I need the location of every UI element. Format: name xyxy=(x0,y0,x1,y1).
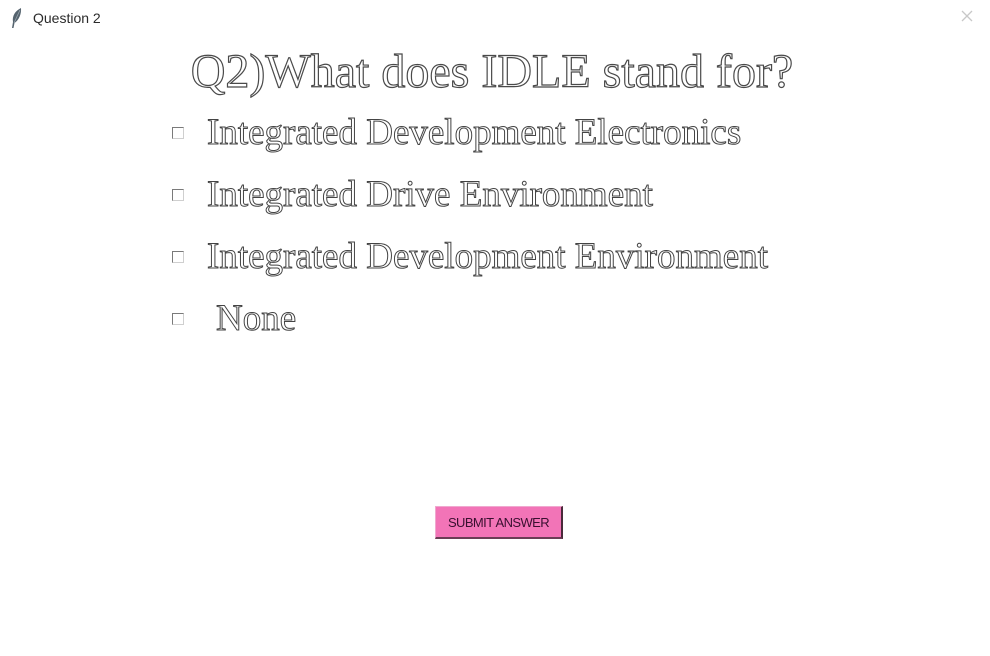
option-3-label: Integrated Development Environment xyxy=(207,236,769,278)
option-1-checkbox[interactable] xyxy=(172,127,184,139)
close-icon xyxy=(961,9,973,27)
option-1[interactable]: Integrated Development Electronics xyxy=(172,109,742,157)
close-button[interactable] xyxy=(952,4,982,32)
option-2-label: Integrated Drive Environment xyxy=(207,174,654,216)
option-4[interactable]: None xyxy=(172,295,297,343)
option-3-checkbox[interactable] xyxy=(172,251,184,263)
question-text: Q2)What does IDLE stand for? xyxy=(190,44,794,98)
option-1-label: Integrated Development Electronics xyxy=(206,112,742,154)
window-title: Question 2 xyxy=(33,10,101,26)
option-2[interactable]: Integrated Drive Environment xyxy=(172,171,653,219)
option-4-checkbox[interactable] xyxy=(172,313,184,325)
option-4-label: None xyxy=(215,298,297,340)
submit-answer-button[interactable]: SUBMIT ANSWER xyxy=(435,506,563,539)
option-3[interactable]: Integrated Development Environment xyxy=(172,233,768,281)
feather-icon xyxy=(9,7,23,29)
option-2-checkbox[interactable] xyxy=(172,189,184,201)
title-bar: Question 2 xyxy=(0,0,990,36)
